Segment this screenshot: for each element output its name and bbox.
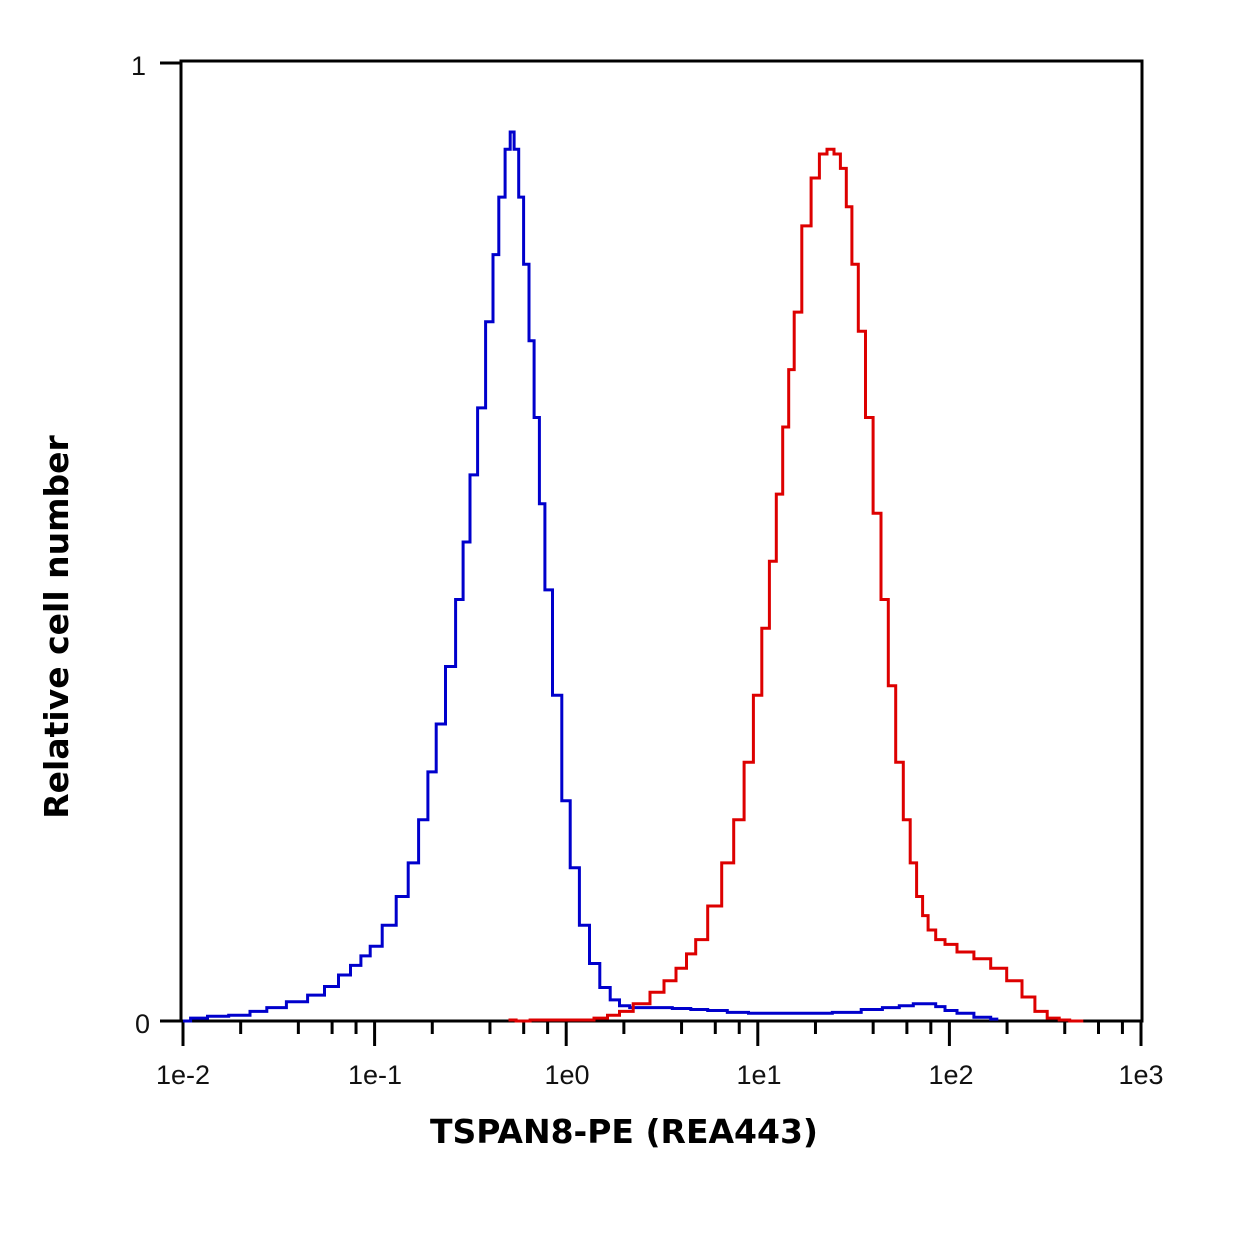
x-tick-label-1e3: 1e3 (1118, 1060, 1163, 1090)
y-axis-ticks: 1 0 (131, 51, 181, 1039)
x-tick-label-1e-1: 1e-1 (348, 1060, 402, 1090)
stained-histogram-line (508, 147, 1084, 1023)
control-histogram-line (183, 130, 999, 1023)
x-tick-label-1e0: 1e0 (544, 1060, 589, 1090)
y-tick-label-top: 1 (131, 51, 146, 81)
x-tick-label-1e1: 1e1 (736, 1060, 781, 1090)
x-tick-label-1e2: 1e2 (928, 1060, 973, 1090)
y-axis-title: Relative cell number (37, 435, 76, 819)
x-axis-title: TSPAN8-PE (REA443) (430, 1112, 818, 1151)
y-tick-label-bottom: 0 (135, 1009, 150, 1039)
x-tick-label-1e-2: 1e-2 (156, 1060, 210, 1090)
plot-frame (179, 59, 1144, 1023)
x-axis-ticks (181, 1021, 1143, 1046)
x-axis-tick-labels: 1e-2 1e-1 1e0 1e1 1e2 1e3 (156, 1060, 1164, 1090)
